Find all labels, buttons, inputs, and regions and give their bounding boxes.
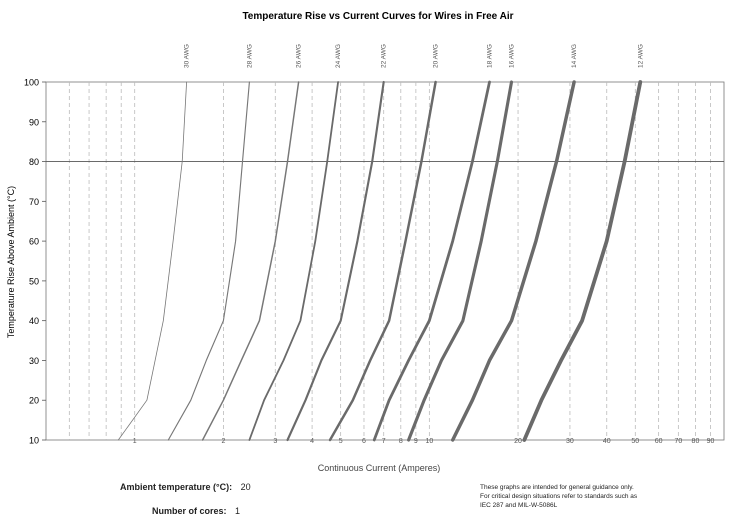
cores-info: Number of cores: 1 — [152, 506, 240, 516]
series-label: 20 AWG — [433, 44, 440, 68]
y-tick-label: 70 — [29, 197, 39, 207]
x-tick-label: 90 — [707, 438, 715, 445]
y-tick-label: 20 — [29, 396, 39, 406]
x-tick-label: 2 — [221, 438, 225, 445]
label-layer: 1 2 3 4 5 6 7 8 9 10 20 30 40 50 60 70 80 90 10 20 30 40 50 60 7… — [24, 44, 715, 445]
series-label: 28 AWG — [246, 44, 253, 68]
series-line — [522, 80, 643, 442]
series-line — [286, 80, 385, 442]
y-tick-label: 90 — [29, 117, 39, 127]
series-line — [328, 80, 437, 442]
series-line — [167, 81, 250, 441]
x-axis-label: Continuous Current (Amperes) — [318, 463, 441, 473]
cores-label: Number of cores: — [152, 506, 227, 516]
series-line — [117, 81, 188, 441]
series-label: 14 AWG — [571, 44, 578, 68]
x-tick-label: 30 — [566, 438, 574, 445]
series-line — [450, 80, 576, 442]
x-tick-label: 9 — [414, 438, 418, 445]
series-label: 12 AWG — [637, 44, 644, 68]
guidance-note-line: These graphs are intended for general gu… — [480, 484, 634, 491]
series-line — [407, 80, 514, 442]
cores-value: 1 — [235, 506, 241, 516]
x-tick-label: 50 — [631, 438, 639, 445]
x-tick-label: 40 — [603, 438, 611, 445]
x-tick-label: 3 — [273, 438, 277, 445]
y-axis-label: Temperature Rise Above Ambient (°C) — [6, 186, 16, 338]
y-tick-label: 30 — [29, 356, 39, 366]
series-line — [248, 81, 340, 441]
ambient-info: Ambient temperature (°C): 20 — [120, 482, 251, 492]
series-label: 30 AWG — [184, 44, 191, 68]
ambient-label: Ambient temperature (°C): — [120, 482, 233, 492]
x-tick-label: 5 — [339, 438, 343, 445]
guidance-note-line: IEC 287 and MIL-W-5086L — [480, 502, 558, 509]
y-tick-label: 40 — [29, 316, 39, 326]
series-label: 16 AWG — [509, 44, 516, 68]
ambient-value: 20 — [240, 482, 251, 492]
series-label: 22 AWG — [381, 44, 388, 68]
series-layer — [117, 80, 643, 442]
series-label: 18 AWG — [487, 44, 494, 68]
series-line — [201, 81, 300, 441]
guidance-note: These graphs are intended for general gu… — [480, 483, 725, 510]
series-label: 24 AWG — [335, 44, 342, 68]
x-tick-label: 80 — [692, 438, 700, 445]
y-tick-label: 100 — [24, 78, 39, 88]
plot-frame — [45, 81, 725, 441]
x-tick-label: 1 — [133, 438, 137, 445]
y-tick-label: 80 — [29, 157, 39, 167]
x-tick-label: 60 — [655, 438, 663, 445]
series-label: 26 AWG — [296, 44, 303, 68]
x-tick-label: 8 — [399, 438, 403, 445]
grid-layer — [42, 81, 725, 441]
x-tick-label: 70 — [674, 438, 682, 445]
guidance-note-line: For critical design situations refer to … — [480, 493, 638, 500]
x-tick-label: 7 — [382, 438, 386, 445]
chart-title: Temperature Rise vs Current Curves for W… — [242, 11, 513, 22]
x-tick-label: 20 — [514, 438, 522, 445]
series-line — [372, 80, 491, 442]
x-tick-label: 4 — [310, 438, 314, 445]
x-tick-label: 6 — [362, 438, 366, 445]
y-tick-label: 60 — [29, 237, 39, 247]
y-tick-label: 10 — [29, 436, 39, 446]
y-tick-label: 50 — [29, 276, 39, 286]
x-tick-label: 10 — [425, 438, 433, 445]
